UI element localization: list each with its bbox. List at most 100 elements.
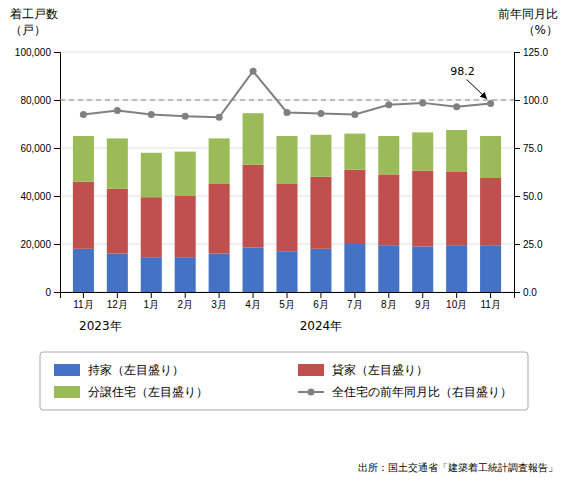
tick-label: 100,000 bbox=[15, 47, 52, 58]
tick-label: 12月 bbox=[107, 299, 128, 310]
point bbox=[385, 101, 392, 108]
point bbox=[284, 109, 291, 116]
tick: 9月 bbox=[415, 292, 431, 310]
tick: 0 bbox=[45, 287, 60, 298]
tick-mark bbox=[151, 292, 152, 298]
legend-item: 貸家（左目盛り） bbox=[298, 363, 428, 377]
legend-swatch bbox=[54, 364, 80, 376]
tick-label: 125.0 bbox=[523, 47, 548, 58]
bar bbox=[446, 130, 467, 172]
bar bbox=[209, 184, 230, 254]
bar bbox=[412, 132, 433, 170]
tick-mark bbox=[388, 292, 389, 298]
axis-line bbox=[54, 53, 61, 293]
y-axis-title: （戸） bbox=[10, 23, 46, 37]
tick-mark bbox=[219, 292, 220, 298]
bar bbox=[141, 257, 162, 292]
bar bbox=[446, 245, 467, 292]
bar bbox=[412, 246, 433, 292]
tick-label: 8月 bbox=[381, 299, 397, 310]
tick: 20,000 bbox=[20, 239, 60, 250]
tick-mark bbox=[54, 100, 60, 101]
bar bbox=[141, 197, 162, 257]
bar bbox=[310, 135, 331, 177]
tick-label: 4月 bbox=[245, 299, 261, 310]
y2-axis: 0.0 25.0 50.0 75.0 100.0 125.0 bbox=[514, 47, 548, 298]
legend-label: 全住宅の前年同月比（右目盛り） bbox=[332, 385, 512, 399]
tick-mark bbox=[253, 292, 254, 298]
bar bbox=[378, 174, 399, 245]
tick-mark bbox=[422, 292, 423, 298]
bar bbox=[344, 170, 365, 244]
axis-line bbox=[61, 293, 515, 299]
tick-label: 6月 bbox=[313, 299, 329, 310]
tick-label: 75.0 bbox=[523, 143, 543, 154]
tick-mark bbox=[54, 292, 60, 293]
tick-label: 2月 bbox=[177, 299, 193, 310]
tick-mark bbox=[456, 292, 457, 298]
tick-mark bbox=[514, 148, 520, 149]
bar bbox=[141, 153, 162, 197]
bar bbox=[480, 178, 501, 245]
tick-mark bbox=[83, 292, 84, 298]
bar bbox=[209, 138, 230, 184]
tick-label: 1月 bbox=[143, 299, 159, 310]
point bbox=[182, 113, 189, 120]
bar bbox=[446, 172, 467, 245]
tick: 60,000 bbox=[20, 143, 60, 154]
tick: 5月 bbox=[279, 292, 295, 310]
tick-label: 100.0 bbox=[523, 95, 548, 106]
bar bbox=[378, 136, 399, 174]
bar bbox=[412, 171, 433, 247]
grid bbox=[60, 52, 514, 292]
bar bbox=[480, 136, 501, 178]
tick-label: 7月 bbox=[347, 299, 363, 310]
tick-label: 0 bbox=[45, 287, 51, 298]
tick-label: 50.0 bbox=[523, 191, 543, 202]
bar bbox=[243, 113, 264, 165]
tick-mark bbox=[54, 148, 60, 149]
bar bbox=[73, 249, 94, 292]
tick: 100.0 bbox=[514, 95, 548, 106]
tick: 80,000 bbox=[20, 95, 60, 106]
bar bbox=[243, 248, 264, 292]
point bbox=[114, 107, 121, 114]
axis-line bbox=[515, 53, 521, 293]
tick-mark bbox=[354, 292, 355, 298]
tick-mark bbox=[320, 292, 321, 298]
source-note: 出所：国土交通省「建築着工統計調査報告」 bbox=[358, 462, 558, 473]
annotation-arrow bbox=[467, 79, 487, 98]
bar bbox=[344, 134, 365, 170]
legend-box bbox=[40, 352, 528, 410]
tick: 50.0 bbox=[514, 191, 543, 202]
tick: 75.0 bbox=[514, 143, 543, 154]
bar bbox=[107, 138, 128, 188]
legend: 持家（左目盛り） 貸家（左目盛り） 分譲住宅（左目盛り） 全住宅の前年同月比（右目盛り… bbox=[40, 352, 528, 410]
tick-label: 0.0 bbox=[523, 287, 537, 298]
tick: 10月 bbox=[446, 292, 467, 310]
tick-mark bbox=[287, 292, 288, 298]
y-axis: 020,00040,00060,00080,000100,000 bbox=[15, 47, 61, 298]
legend-item: 持家（左目盛り） bbox=[54, 363, 184, 377]
legend-label: 分譲住宅（左目盛り） bbox=[88, 385, 208, 399]
grid-line bbox=[60, 100, 514, 101]
tick: 3月 bbox=[211, 292, 227, 310]
bar bbox=[73, 136, 94, 182]
tick-label: 25.0 bbox=[523, 239, 543, 250]
legend-swatch bbox=[298, 364, 324, 376]
bar bbox=[107, 189, 128, 254]
point bbox=[419, 99, 426, 106]
tick-label: 5月 bbox=[279, 299, 295, 310]
x-axis: 11月12月1月2月3月4月5月6月7月8月9月10月11月 bbox=[61, 292, 515, 310]
tick: 7月 bbox=[347, 292, 363, 310]
tick-mark bbox=[490, 292, 491, 298]
point bbox=[80, 111, 87, 118]
point bbox=[453, 103, 460, 110]
bar bbox=[243, 165, 264, 248]
tick-mark bbox=[514, 52, 520, 53]
legend-item: 全住宅の前年同月比（右目盛り） bbox=[298, 385, 512, 399]
tick: 125.0 bbox=[514, 47, 548, 58]
x-group-label: 2023年 bbox=[79, 319, 122, 333]
point bbox=[487, 100, 494, 107]
bar bbox=[175, 152, 196, 196]
